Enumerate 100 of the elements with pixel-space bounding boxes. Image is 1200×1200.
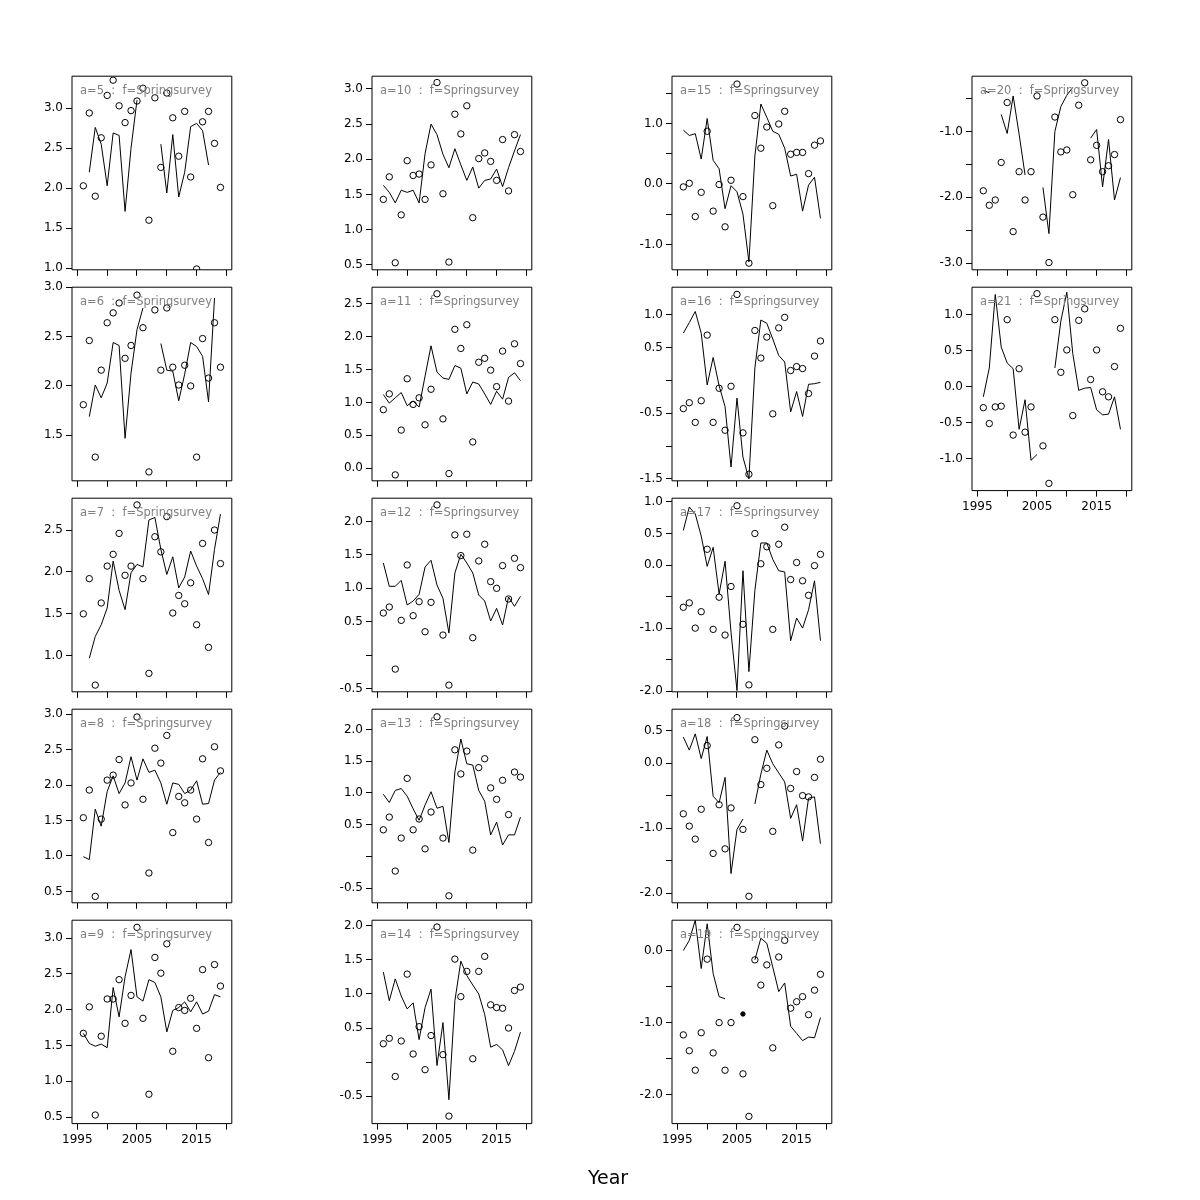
annotation: a=7 : f=Springsurvey	[80, 505, 213, 520]
y-tick-label: 0.0	[343, 460, 363, 475]
y-tick-label: 1.0	[643, 494, 663, 509]
x-tick-label: 2005	[421, 1131, 453, 1146]
y-tick-label: 2.0	[43, 1001, 63, 1016]
y-tick-label: 1.5	[343, 753, 363, 768]
y-tick-label: 2.0	[343, 917, 363, 932]
y-tick-label: -1.0	[639, 820, 663, 835]
y-tick-label: 2.5	[43, 328, 63, 343]
y-tick-label: 1.0	[43, 647, 63, 662]
y-tick-label: 3.0	[43, 279, 63, 294]
y-tick-label: -0.5	[339, 880, 363, 895]
y-tick-label: 0.5	[343, 257, 363, 271]
y-tick-label: 1.5	[343, 547, 363, 562]
y-tick-label: 0.0	[643, 176, 663, 191]
y-tick-label: -1.0	[639, 1014, 663, 1029]
y-tick-label: 1.0	[643, 306, 663, 321]
y-tick-label: 2.0	[43, 378, 63, 393]
x-tick-label: 2005	[1021, 498, 1053, 513]
y-tick-label: 2.0	[43, 564, 63, 579]
y-tick-label: 0.5	[343, 427, 363, 442]
y-tick-label: 0.5	[43, 883, 63, 898]
y-tick-label: 2.0	[43, 180, 63, 195]
y-tick-label: -0.5	[639, 405, 663, 420]
y-tick-label: 2.0	[343, 513, 363, 528]
y-tick-label: -1.0	[639, 620, 663, 635]
y-tick-label: -0.5	[339, 1088, 363, 1103]
y-tick-label: -1.5	[639, 470, 663, 485]
x-tick-label: 1995	[62, 1131, 93, 1146]
annotation: a=15 : f=Springsurvey	[680, 83, 820, 98]
y-tick-label: 3.0	[343, 81, 363, 95]
y-tick-label: -1.0	[939, 450, 963, 465]
y-tick-label: -3.0	[939, 255, 963, 270]
y-tick-label: -2.0	[639, 683, 663, 698]
y-tick-label: -1.0	[639, 236, 663, 251]
y-tick-label: 3.0	[43, 706, 63, 721]
y-tick-label: 0.5	[343, 1020, 363, 1035]
y-tick-label: 1.0	[43, 848, 63, 863]
y-tick-label: -2.0	[639, 1086, 663, 1101]
y-tick-label: 1.0	[43, 260, 63, 275]
x-tick-label: 2015	[481, 1131, 512, 1146]
y-tick-label: 0.5	[643, 525, 663, 540]
y-tick-label: 0.5	[943, 342, 963, 357]
y-tick-label: 0.0	[643, 942, 663, 957]
y-tick-label: 1.0	[343, 580, 363, 595]
x-tick-label: 2015	[781, 1131, 812, 1146]
y-tick-label: 2.5	[343, 116, 363, 131]
y-tick-label: 0.5	[343, 613, 363, 628]
y-tick-label: 0.5	[43, 1109, 63, 1124]
y-tick-label: 2.0	[43, 777, 63, 792]
y-tick-label: 3.0	[43, 930, 63, 945]
x-tick-label: 1995	[662, 1131, 693, 1146]
y-tick-label: 1.5	[43, 605, 63, 620]
annotation: a=6 : f=Springsurvey	[80, 294, 213, 309]
y-tick-label: -0.5	[939, 414, 963, 429]
y-tick-label: 0.5	[643, 339, 663, 354]
y-tick-label: 0.5	[343, 816, 363, 831]
y-tick-label: 1.5	[43, 220, 63, 235]
y-tick-label: 1.5	[343, 186, 363, 201]
x-tick-label: 2005	[121, 1131, 153, 1146]
y-tick-label: 2.5	[343, 295, 363, 310]
y-tick-label: -1.0	[939, 123, 963, 138]
annotation: a=14 : f=Springsurvey	[380, 927, 520, 942]
x-tick-label: 2015	[1081, 498, 1112, 513]
y-tick-label: 2.0	[343, 151, 363, 166]
y-tick-label: -2.0	[639, 885, 663, 900]
y-tick-label: 1.0	[343, 394, 363, 409]
annotation: a=10 : f=Springsurvey	[380, 83, 520, 98]
y-tick-label: 0.0	[643, 755, 663, 770]
annotation: a=16 : f=Springsurvey	[680, 294, 820, 309]
y-tick-label: 2.0	[343, 328, 363, 343]
y-tick-label: 2.5	[43, 140, 63, 155]
y-tick-label: 1.0	[343, 221, 363, 236]
y-tick-label: 0.0	[643, 557, 663, 572]
annotation: a=11 : f=Springsurvey	[380, 294, 520, 309]
x-tick-label: 1995	[962, 498, 993, 513]
annotation: a=9 : f=Springsurvey	[80, 927, 213, 942]
y-tick-label: 1.5	[343, 361, 363, 376]
y-tick-label: 0.0	[943, 378, 963, 393]
x-tick-label: 1995	[362, 1131, 393, 1146]
y-tick-label: 1.5	[343, 951, 363, 966]
x-tick-label: 2005	[721, 1131, 753, 1146]
y-tick-label: -2.0	[939, 189, 963, 204]
y-tick-label: 2.0	[343, 721, 363, 736]
annotation: a=8 : f=Springsurvey	[80, 716, 213, 731]
y-tick-label: 1.5	[43, 427, 63, 442]
y-tick-label: 0.5	[643, 722, 663, 737]
annotation: a=13 : f=Springsurvey	[380, 716, 520, 731]
y-tick-label: 1.0	[643, 115, 663, 130]
y-tick-label: 1.0	[43, 1073, 63, 1088]
annotation: a=18 : f=Springsurvey	[680, 716, 820, 731]
y-tick-label: 2.5	[43, 522, 63, 537]
y-tick-label: 1.0	[343, 785, 363, 800]
annotation: a=12 : f=Springsurvey	[380, 505, 520, 520]
x-axis-title: Year	[586, 1166, 630, 1188]
y-tick-label: 3.0	[43, 100, 63, 115]
y-tick-label: 2.5	[43, 741, 63, 756]
y-tick-label: -0.5	[339, 680, 363, 695]
x-tick-label: 2015	[181, 1131, 212, 1146]
y-tick-label: 2.5	[43, 966, 63, 981]
